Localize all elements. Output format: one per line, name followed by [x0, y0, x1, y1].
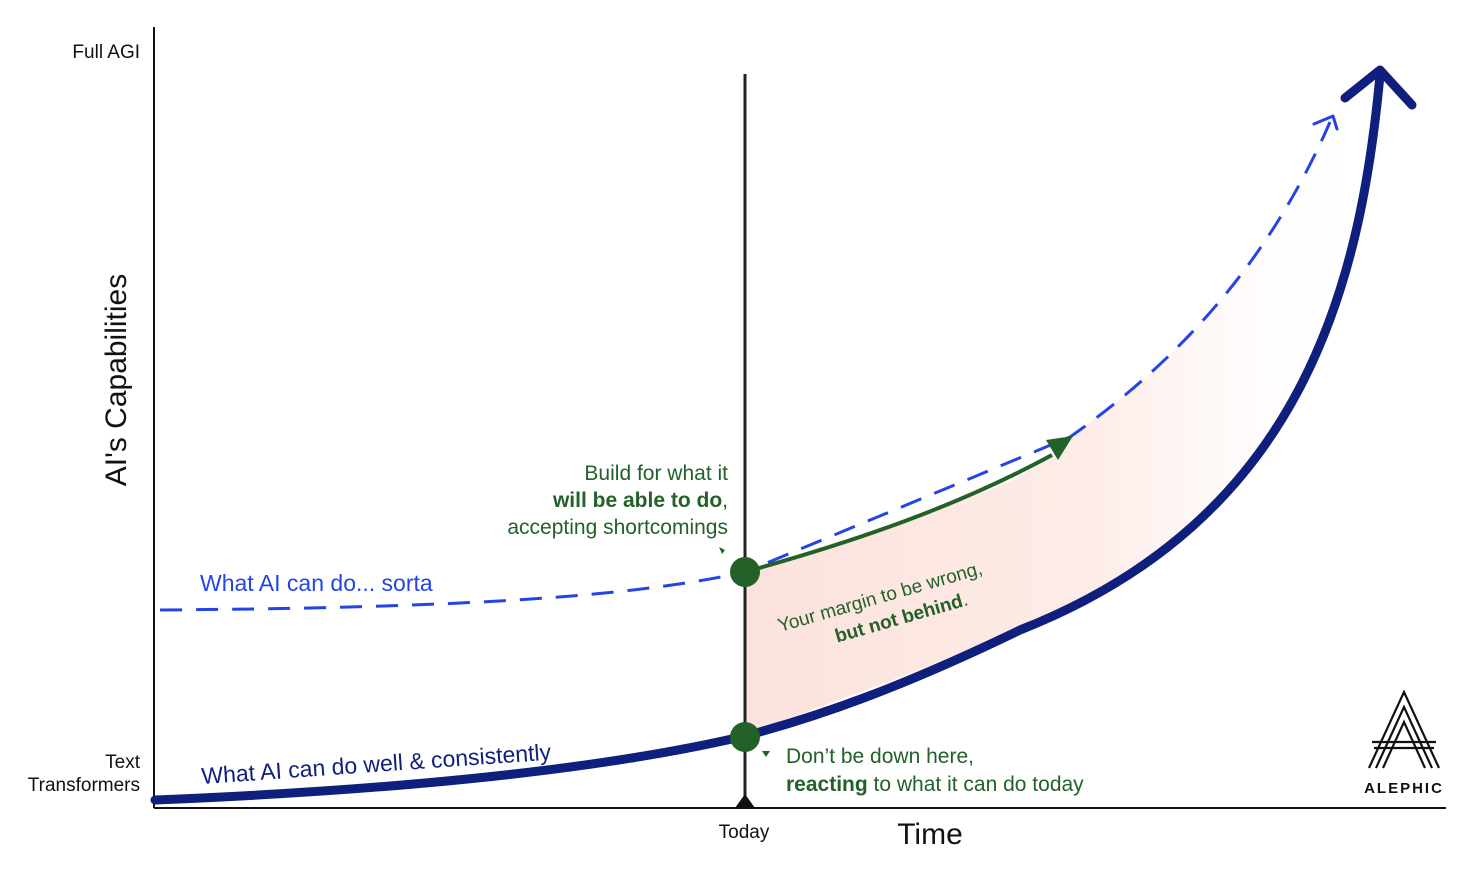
x-today-label: Today	[719, 822, 770, 843]
build-note-line1: Build for what it	[584, 462, 728, 485]
down-note-bold: reacting	[786, 773, 868, 796]
y-bottom-label-line2: Transformers	[28, 775, 140, 796]
alephic-logo-mark-icon	[1368, 689, 1440, 769]
margin-note-period: .	[960, 589, 971, 611]
y-axis-title: AI's Capabilities	[100, 274, 133, 487]
consistent-today-dot	[730, 722, 760, 752]
build-note-comma: ,	[722, 489, 728, 512]
alephic-logo-text: ALEPHIC	[1364, 780, 1444, 797]
down-note-line1: Don’t be down here,	[786, 745, 974, 768]
sorta-arrowhead-icon	[1312, 114, 1339, 131]
margin-region	[745, 68, 1378, 736]
sorta-today-dot	[730, 557, 760, 587]
today-marker-icon	[735, 794, 755, 808]
build-note-line2: will be able to do,	[552, 489, 728, 512]
alephic-logo: ALEPHIC	[1364, 689, 1444, 797]
build-for-curve	[744, 453, 1053, 574]
sorta-label: What AI can do... sorta	[200, 570, 433, 596]
y-top-label: Full AGI	[72, 42, 140, 63]
down-note-rest: to what it can do today	[868, 773, 1084, 796]
build-note-line3: accepting shortcomings	[507, 516, 728, 539]
y-bottom-label-line1: Text	[105, 752, 141, 773]
consistent-arrowhead-icon	[1340, 65, 1417, 110]
x-axis-title: Time	[897, 818, 963, 851]
build-for-arrowhead-icon	[1046, 436, 1073, 460]
down-pointer-icon	[762, 751, 770, 757]
build-pointer-icon	[719, 547, 725, 554]
build-note-bold: will be able to do	[552, 489, 722, 512]
consistent-label: What AI can do well & consistently	[201, 739, 553, 789]
down-note-line2: reacting to what it can do today	[786, 773, 1084, 796]
consistent-curve	[150, 70, 1385, 805]
